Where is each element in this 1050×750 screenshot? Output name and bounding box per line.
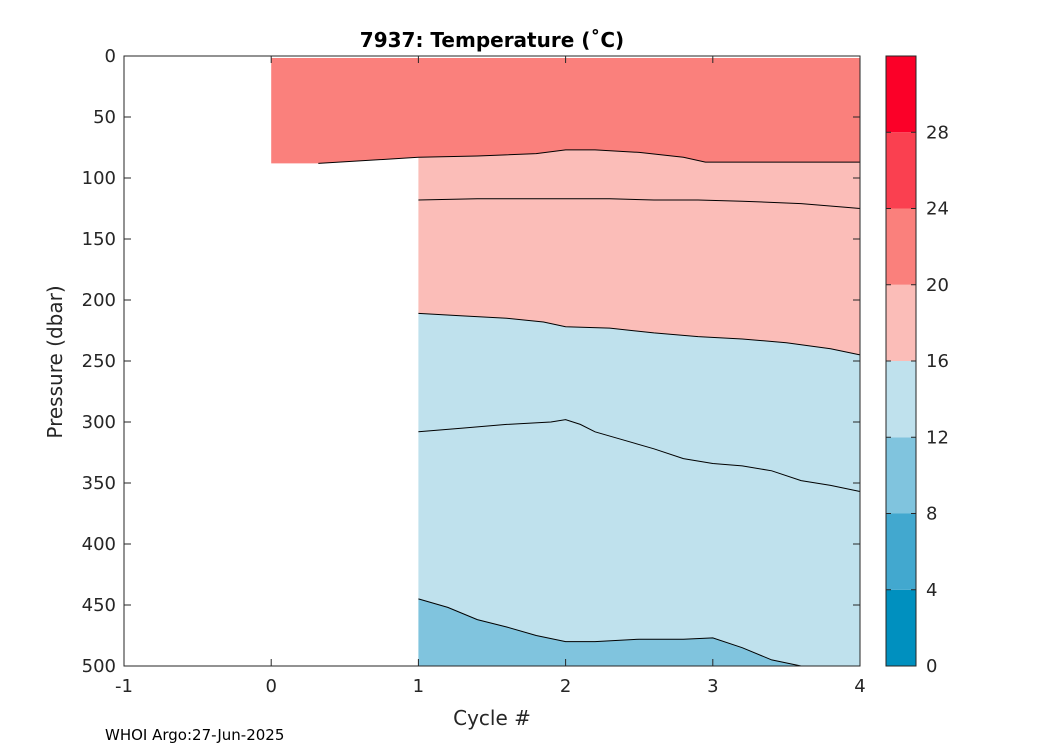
colorbar-tick-label: 16 bbox=[926, 351, 949, 372]
colorbar-segment bbox=[886, 284, 916, 361]
y-tick-label: 250 bbox=[82, 351, 116, 372]
contour-lines bbox=[318, 149, 861, 667]
colorbar-tick-label: 24 bbox=[926, 199, 949, 220]
y-axis-title: Pressure (dbar) bbox=[43, 285, 67, 438]
colorbar-segment bbox=[886, 56, 916, 133]
colorbar-segment bbox=[886, 513, 916, 590]
contour-line-20 bbox=[318, 149, 860, 164]
fill-12-16 bbox=[418, 313, 860, 666]
colorbar-tick-label: 4 bbox=[926, 580, 937, 601]
colorbar-tick-label: 28 bbox=[926, 122, 949, 143]
y-tick-label: 450 bbox=[82, 595, 116, 616]
x-tick-label: 2 bbox=[560, 676, 571, 697]
x-axis-title: Cycle # bbox=[453, 706, 531, 730]
colorbar-segment bbox=[886, 589, 916, 666]
fill-8-12 bbox=[418, 598, 802, 666]
x-axis-ticks: -1 0 1 2 3 4 bbox=[115, 56, 866, 697]
colorbar-segment bbox=[886, 437, 916, 514]
colorbar-tick-label: 8 bbox=[926, 504, 937, 525]
y-axis-ticks: 0 50 100 150 200 250 300 350 400 450 500 bbox=[82, 46, 860, 677]
contour-line-16 bbox=[418, 312, 861, 356]
x-tick-label: 3 bbox=[707, 676, 718, 697]
y-tick-label: 300 bbox=[82, 412, 116, 433]
y-tick-label: 150 bbox=[82, 229, 116, 250]
colorbar: 0 4 8 12 16 20 24 28 bbox=[885, 55, 949, 677]
colorbar-segment bbox=[886, 132, 916, 209]
y-tick-label: 350 bbox=[82, 473, 116, 494]
y-tick-label: 500 bbox=[82, 656, 116, 677]
x-tick-label: 4 bbox=[854, 676, 865, 697]
x-tick-label: -1 bbox=[115, 676, 133, 697]
colorbar-segment bbox=[886, 208, 916, 285]
x-tick-label: 1 bbox=[413, 676, 424, 697]
contour-line-18 bbox=[418, 198, 861, 209]
contour-line-12 bbox=[418, 598, 802, 667]
chart-title: 7937: Temperature (˚C) bbox=[360, 28, 624, 52]
colorbar-tick-label: 12 bbox=[926, 427, 949, 448]
footer-credit: WHOI Argo:27-Jun-2025 bbox=[105, 726, 284, 744]
plot-area: -1 0 1 2 3 4 0 50 100 150 200 250 300 350 400 450 500 bbox=[82, 46, 866, 697]
contour-fills bbox=[271, 58, 860, 666]
colorbar-tick-label: 20 bbox=[926, 275, 949, 296]
colorbar-tick-label: 0 bbox=[926, 656, 937, 677]
y-tick-label: 0 bbox=[105, 46, 116, 67]
y-tick-label: 50 bbox=[93, 107, 116, 128]
fill-20-24 bbox=[271, 58, 860, 164]
y-tick-label: 400 bbox=[82, 534, 116, 555]
y-tick-label: 100 bbox=[82, 168, 116, 189]
x-tick-label: 0 bbox=[265, 676, 276, 697]
colorbar-segment bbox=[886, 361, 916, 438]
contour-line-14 bbox=[418, 419, 861, 492]
y-tick-label: 200 bbox=[82, 290, 116, 311]
